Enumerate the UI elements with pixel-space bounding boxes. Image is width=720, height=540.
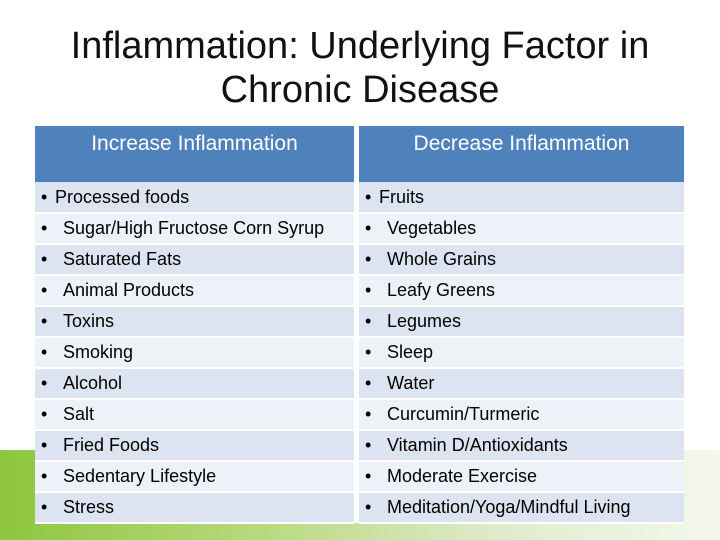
header-decrease-inflammation: Decrease Inflammation: [359, 126, 684, 182]
table-row: • Animal Products • Leafy Greens: [35, 275, 684, 307]
table-row: • Stress • Meditation/Yoga/Mindful Living: [35, 492, 684, 524]
item-label: Sedentary Lifestyle: [63, 466, 217, 486]
bullet-icon: •: [41, 466, 48, 486]
table-row: • Alcohol • Water: [35, 368, 684, 400]
item-label: Animal Products: [63, 280, 195, 300]
item-label: Vegetables: [387, 218, 477, 238]
item-label: Whole Grains: [387, 249, 497, 269]
decrease-inflammation-item: • Curcumin/Turmeric: [359, 399, 684, 431]
increase-inflammation-item: • Salt: [35, 399, 354, 431]
decrease-inflammation-item: • Vegetables: [359, 213, 684, 245]
bullet-icon: •: [41, 497, 48, 517]
item-label: Curcumin/Turmeric: [387, 404, 540, 424]
bullet-icon: •: [41, 404, 48, 424]
bullet-icon: •: [365, 497, 372, 517]
item-label: Smoking: [63, 342, 134, 362]
increase-inflammation-item: • Smoking: [35, 337, 354, 369]
bullet-icon: •: [365, 218, 372, 238]
title-line-1: Inflammation: Underlying Factor in: [70, 25, 650, 67]
decrease-inflammation-item: • Meditation/Yoga/Mindful Living: [359, 492, 684, 524]
increase-inflammation-item: • Processed foods: [35, 182, 354, 214]
bullet-icon: •: [365, 249, 372, 269]
bullet-icon: •: [365, 404, 372, 424]
inflammation-table: Increase Inflammation Decrease Inflammat…: [35, 126, 684, 524]
bullet-icon: •: [365, 435, 372, 455]
item-label: Water: [387, 373, 435, 393]
increase-inflammation-item: • Animal Products: [35, 275, 354, 307]
item-label: Processed foods: [55, 186, 190, 207]
decrease-inflammation-item: • Water: [359, 368, 684, 400]
bullet-icon: •: [41, 435, 48, 455]
item-label: Sugar/High Fructose Corn Syrup: [63, 218, 325, 238]
item-label: Vitamin D/Antioxidants: [387, 435, 568, 455]
table-row: • Salt • Curcumin/Turmeric: [35, 399, 684, 431]
increase-inflammation-item: • Toxins: [35, 306, 354, 338]
item-label: Alcohol: [63, 373, 123, 393]
increase-inflammation-item: • Sedentary Lifestyle: [35, 461, 354, 493]
slide-title: Inflammation: Underlying Factor in Chron…: [0, 24, 720, 112]
table-row: • Saturated Fats • Whole Grains: [35, 244, 684, 276]
increase-inflammation-item: • Stress: [35, 492, 354, 524]
item-label: Fried Foods: [63, 435, 160, 455]
bullet-icon: •: [41, 373, 48, 393]
title-line-2: Chronic Disease: [220, 69, 500, 111]
table-row: • Fried Foods • Vitamin D/Antioxidants: [35, 430, 684, 462]
decrease-inflammation-item: • Whole Grains: [359, 244, 684, 276]
increase-inflammation-item: • Sugar/High Fructose Corn Syrup: [35, 213, 354, 245]
decrease-inflammation-item: • Sleep: [359, 337, 684, 369]
increase-inflammation-item: • Fried Foods: [35, 430, 354, 462]
decrease-inflammation-item: • Legumes: [359, 306, 684, 338]
item-label: Salt: [63, 404, 95, 424]
decrease-inflammation-item: • Leafy Greens: [359, 275, 684, 307]
bullet-icon: •: [365, 373, 372, 393]
decrease-inflammation-item: • Fruits: [359, 182, 684, 214]
bullet-icon: •: [365, 311, 372, 331]
item-label: Moderate Exercise: [387, 466, 538, 486]
item-label: Saturated Fats: [63, 249, 182, 269]
bullet-icon: •: [41, 342, 48, 362]
item-label: Leafy Greens: [387, 280, 496, 300]
item-label: Sleep: [387, 342, 434, 362]
item-label: Legumes: [387, 311, 462, 331]
table-row: • Sedentary Lifestyle • Moderate Exercise: [35, 461, 684, 493]
increase-inflammation-item: • Alcohol: [35, 368, 354, 400]
item-label: Stress: [63, 497, 115, 517]
decrease-inflammation-item: • Moderate Exercise: [359, 461, 684, 493]
table-row: • Sugar/High Fructose Corn Syrup • Vegetabl…: [35, 213, 684, 245]
increase-inflammation-item: • Saturated Fats: [35, 244, 354, 276]
table-row: • Smoking • Sleep: [35, 337, 684, 369]
table-row: • Toxins • Legumes: [35, 306, 684, 338]
bullet-icon: •: [365, 186, 372, 207]
bullet-icon: •: [41, 186, 48, 207]
bullet-icon: •: [41, 280, 48, 300]
bullet-icon: •: [365, 342, 372, 362]
bullet-icon: •: [41, 249, 48, 269]
bullet-icon: •: [41, 311, 48, 331]
item-label: Fruits: [379, 186, 424, 207]
decrease-inflammation-item: • Vitamin D/Antioxidants: [359, 430, 684, 462]
header-increase-inflammation: Increase Inflammation: [35, 126, 354, 182]
bullet-icon: •: [365, 466, 372, 486]
table-row: • Processed foods • Fruits: [35, 182, 684, 214]
item-label: Meditation/Yoga/Mindful Living: [387, 497, 631, 517]
item-label: Toxins: [63, 311, 115, 331]
bullet-icon: •: [41, 218, 48, 238]
bullet-icon: •: [365, 280, 372, 300]
